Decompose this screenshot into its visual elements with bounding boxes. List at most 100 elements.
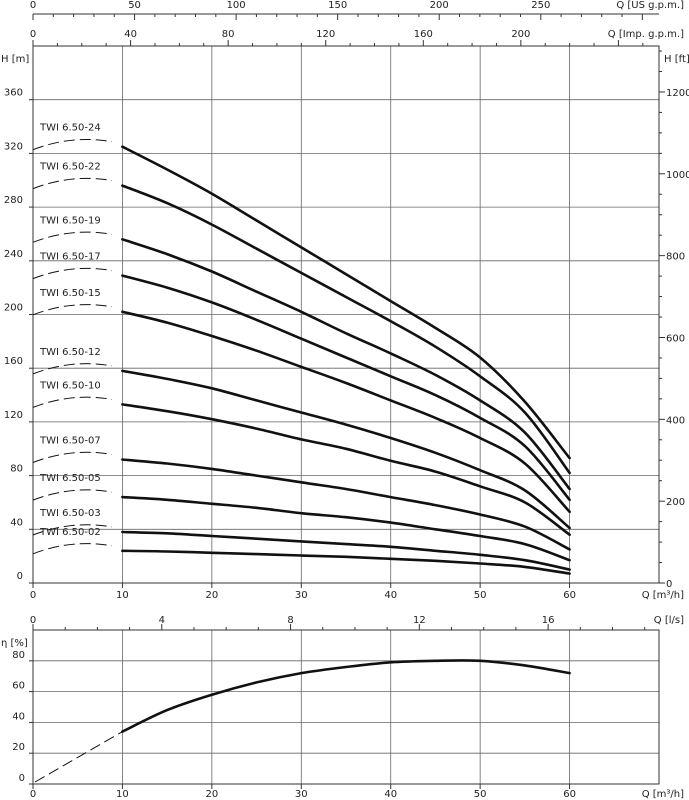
y-tick-label: 60: [12, 681, 25, 692]
imp-gpm-axis-label: Q [Imp. g.p.m.]: [608, 29, 684, 40]
ls-tick-label: 4: [159, 615, 165, 626]
ls-tick-label: 16: [542, 615, 555, 626]
curve-label: TWI 6.50-12: [39, 347, 101, 358]
x-axis-label: Q [m³/h]: [642, 590, 684, 601]
us-gpm-tick-label: 250: [531, 0, 550, 11]
curve-leader: [32, 396, 113, 408]
imp-gpm-tick-label: 0: [30, 29, 36, 40]
ft-tick-label: 200: [666, 497, 685, 508]
x-axis-label: Q [m³/h]: [642, 789, 684, 800]
efficiency-curve: [121, 659, 571, 733]
x-tick-label: 50: [474, 590, 487, 601]
x-tick-label: 0: [30, 590, 36, 601]
plot-frame: [32, 629, 660, 785]
curve-leader: [32, 177, 113, 190]
curve-leader: [32, 489, 113, 501]
ft-tick-label: 400: [666, 415, 685, 426]
imp-gpm-tick-label: 160: [414, 29, 433, 40]
curve-leader: [32, 138, 113, 151]
head-curve: [121, 274, 571, 502]
y-tick-label: 160: [4, 356, 23, 367]
us-gpm-tick-label: 200: [430, 0, 449, 11]
x-tick-label: 20: [205, 789, 218, 800]
efficiency-extrapolation: [34, 731, 123, 783]
x-tick-label: 50: [474, 789, 487, 800]
us-gpm-tick-label: 100: [227, 0, 246, 11]
ft-tick-label: 0: [666, 579, 672, 590]
x-tick-label: 30: [295, 789, 308, 800]
curve-label: TWI 6.50-17: [39, 252, 101, 263]
curve-label: TWI 6.50-03: [39, 508, 101, 519]
y-tick-label: 240: [4, 249, 23, 260]
ls-tick-label: 0: [30, 615, 36, 626]
y-tick-label: 320: [4, 141, 23, 152]
curve-label: TWI 6.50-05: [39, 473, 101, 484]
curve-leader: [32, 524, 113, 536]
imp-gpm-tick-label: 200: [511, 29, 530, 40]
us-gpm-tick-label: 0: [30, 0, 36, 11]
y-tick-label: 120: [4, 410, 23, 421]
x-tick-label: 0: [30, 789, 36, 800]
head-curve: [121, 495, 571, 562]
ft-tick-label: 600: [666, 333, 685, 344]
y-axis-label: H [m]: [1, 54, 29, 65]
y-axis-label: η [%]: [1, 638, 28, 649]
head-curve: [121, 403, 571, 536]
efficiency-chart: 0 20 40 60 80η [%] 0 10 20 30 40 50 60 Q [m³/h] 0 4 8 12…: [1, 615, 684, 800]
ls-tick-label: 8: [287, 615, 293, 626]
head-curve: [121, 184, 571, 475]
y-tick-label: 40: [10, 517, 23, 528]
y-tick-label: 200: [4, 303, 23, 314]
x-tick-label: 10: [116, 590, 129, 601]
head-curve: [121, 238, 571, 491]
imp-gpm-tick-label: 80: [222, 29, 235, 40]
curve-leader: [32, 267, 113, 280]
head-curve: [121, 369, 571, 530]
ft-tick-label: 800: [666, 252, 685, 263]
head-chart: 0 40 80 120 160 200 240 280 320 360 H [m] 0 10 20 30 40…: [1, 0, 689, 601]
curve-label: TWI 6.50-02: [39, 527, 101, 538]
curve-label: TWI 6.50-19: [39, 215, 101, 226]
curve-label: TWI 6.50-10: [39, 380, 101, 391]
ft-tick-label: 1000: [666, 170, 689, 181]
curve-leader: [32, 304, 113, 316]
x-tick-label: 30: [295, 590, 308, 601]
y-tick-label: 80: [12, 650, 25, 661]
us-gpm-tick-label: 50: [128, 0, 141, 11]
head-curve: [121, 530, 571, 571]
imp-gpm-tick-label: 120: [316, 29, 335, 40]
us-gpm-axis-label: Q [US g.p.m.]: [616, 0, 684, 11]
us-gpm-tick-label: 150: [328, 0, 347, 11]
curve-label: TWI 6.50-22: [39, 162, 101, 173]
ft-tick-label: 1200: [666, 88, 689, 99]
curve-label: TWI 6.50-07: [39, 436, 101, 447]
y-tick-label: 40: [12, 711, 25, 722]
x-tick-label: 60: [563, 590, 576, 601]
head-curve: [121, 145, 571, 460]
x-tick-label: 20: [205, 590, 218, 601]
head-curve: [121, 549, 571, 575]
curve-leader: [32, 231, 113, 243]
curve-leader: [32, 363, 113, 375]
y-tick-label: 280: [4, 195, 23, 206]
right-axis-label: H [ft]: [664, 54, 689, 65]
x-tick-label: 60: [563, 789, 576, 800]
curve-leader: [32, 451, 113, 463]
y-tick-label: 80: [10, 464, 23, 475]
ls-tick-label: 12: [413, 615, 426, 626]
curve-leader: [32, 543, 113, 555]
y-tick-label: 0: [17, 571, 23, 582]
curve-label: TWI 6.50-15: [39, 288, 101, 299]
y-tick-label: 20: [12, 742, 25, 753]
head-curve: [121, 310, 571, 514]
y-tick-label: 0: [19, 773, 25, 784]
y-tick-label: 360: [4, 88, 23, 99]
x-tick-label: 10: [116, 789, 129, 800]
x-tick-label: 40: [384, 590, 397, 601]
ls-axis-label: Q [l/s]: [654, 615, 684, 626]
curve-label: TWI 6.50-24: [39, 123, 101, 134]
imp-gpm-tick-label: 40: [124, 29, 137, 40]
head-curve: [121, 458, 571, 551]
x-tick-label: 40: [384, 789, 397, 800]
